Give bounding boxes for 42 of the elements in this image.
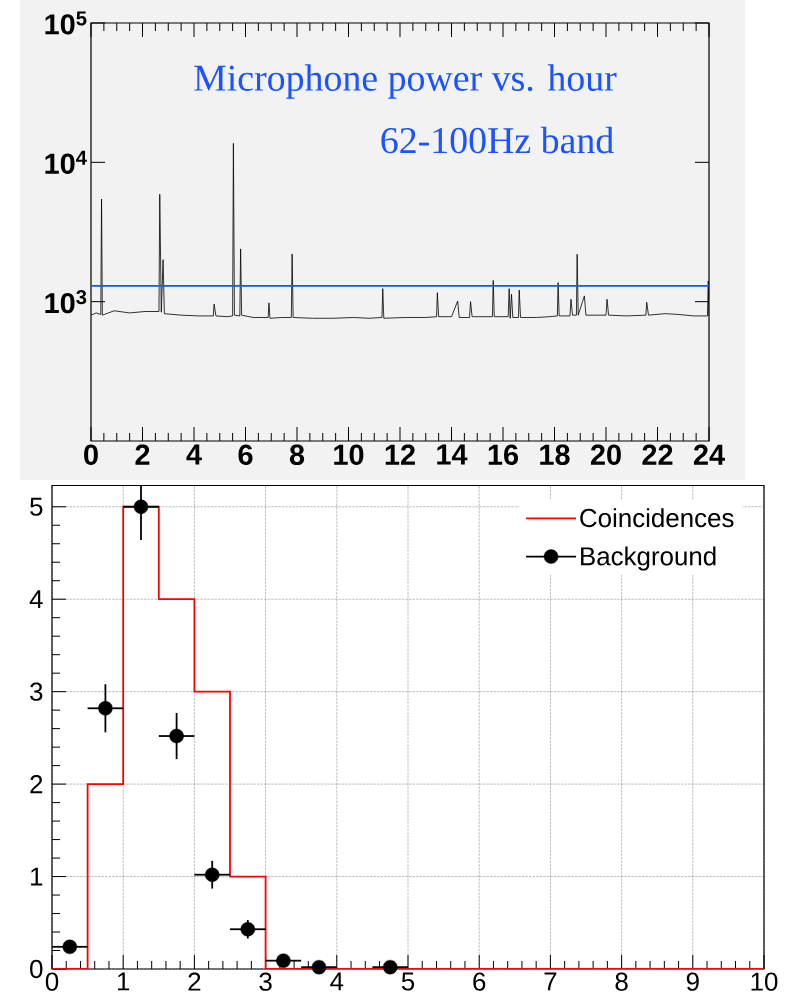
legend-label: Background (581, 546, 716, 571)
point (311, 959, 327, 975)
x-tick-label: 3 (259, 972, 272, 991)
legend-label: Coincidences (580, 508, 734, 528)
x-tick-label: 7 (544, 972, 557, 991)
y-tick-label: 10$^{5}$ (45, 11, 87, 35)
point (133, 499, 149, 514)
x-tick-label: 2 (135, 444, 150, 465)
annotation: 62-100Hz band (381, 126, 614, 154)
point (169, 728, 184, 744)
y-tick-label: 1 (31, 867, 43, 886)
point (98, 701, 113, 716)
y-tick-label: 10$^{4}$ (45, 150, 87, 174)
x-tick-label: 10 (334, 444, 364, 465)
x-tick-label: 2 (188, 972, 201, 991)
y-tick-label: 10$^{3}$ (45, 289, 87, 314)
x-tick-label: 4 (186, 444, 202, 465)
x-tick-label: 1 (117, 972, 130, 991)
x-tick-label: 8 (289, 444, 305, 465)
x-tick-label: 24 (693, 444, 725, 465)
x-tick-label: 10 (751, 972, 778, 991)
x-tick-label: 18 (540, 444, 570, 465)
point (62, 939, 77, 955)
annotation: Microphone power vs. hour (194, 64, 617, 99)
y-tick-label: 2 (30, 775, 43, 794)
x-tick-label: 9 (686, 972, 699, 991)
x-tick-label: 14 (437, 444, 468, 465)
x-tick-label: 6 (238, 444, 253, 465)
x-tick-label: 8 (615, 972, 628, 991)
x-tick-label: 20 (590, 444, 621, 465)
x-tick-label: 22 (642, 444, 673, 465)
x-tick-label: 5 (401, 972, 415, 991)
y-tick-label: 3 (30, 682, 43, 701)
x-tick-label: 6 (473, 972, 486, 991)
point (205, 867, 220, 882)
point (276, 953, 291, 968)
y-tick-label: 4 (29, 590, 43, 609)
y-tick-label: 5 (30, 497, 43, 516)
x-tick-label: 12 (385, 444, 415, 465)
x-tick-label: 16 (488, 444, 519, 465)
x-tick-label: 4 (330, 972, 344, 991)
point (383, 959, 398, 975)
